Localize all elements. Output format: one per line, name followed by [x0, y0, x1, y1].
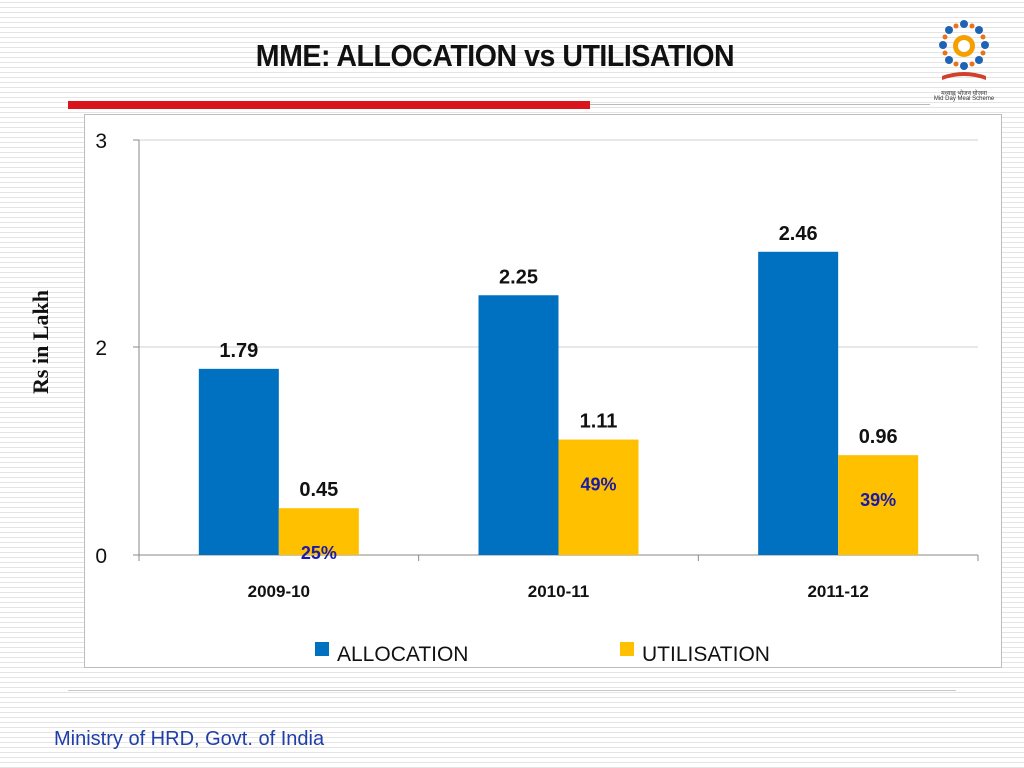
x-tick-label: 2009-10 [248, 582, 310, 601]
utilisation-bar [838, 455, 919, 555]
footer-divider [68, 690, 956, 691]
percent-label: 49% [580, 475, 616, 495]
data-label: 2.25 [499, 266, 538, 288]
y-tick-label: 3 [95, 130, 107, 153]
legend-label: UTILISATION [642, 643, 770, 666]
x-tick-label: 2011-12 [807, 582, 868, 601]
bar-chart: 0 2 3 1.79 0.45 25% 2009-10 2.25 1.11 49% 2010-11 2… [95, 130, 979, 666]
data-label: 1.11 [580, 411, 618, 433]
data-label: 1.79 [219, 340, 258, 362]
data-label: 2.46 [779, 223, 818, 245]
allocation-bar [758, 251, 839, 555]
mid-day-meal-logo: मध्याह्न भोजन योजना Mid Day Meal Scheme [926, 16, 1002, 104]
logo-text-english: Mid Day Meal Scheme [933, 96, 995, 102]
data-label: 0.96 [859, 426, 898, 448]
allocation-bar [478, 295, 559, 555]
logo-emblem-icon [939, 20, 989, 80]
legend-swatch-allocation [315, 642, 329, 656]
title-underline-bar [68, 101, 590, 109]
y-tick-label: 0 [95, 545, 107, 568]
utilisation-bar [558, 439, 639, 555]
x-tick-label: 2010-11 [528, 582, 589, 601]
slide-title: MME: ALLOCATION vs UTILISATION [255, 38, 735, 73]
utilisation-bar [278, 508, 359, 555]
allocation-bar [198, 368, 279, 555]
y-axis-label: Rs in Lakh [28, 290, 53, 394]
data-label: 0.45 [299, 479, 338, 501]
footer-text: Ministry of HRD, Govt. of India [54, 728, 325, 750]
title-underline-rule [590, 104, 930, 105]
percent-label: 39% [860, 490, 896, 510]
logo-text-hindi: मध्याह्न भोजन योजना [941, 91, 987, 97]
legend-label: ALLOCATION [337, 643, 468, 666]
y-tick-label: 2 [95, 337, 107, 360]
legend-swatch-utilisation [620, 642, 634, 656]
percent-label: 25% [301, 543, 337, 563]
chart-frame: 0 2 3 1.79 0.45 25% 2009-10 2.25 1.11 49% 2010-11 2… [84, 114, 1002, 668]
